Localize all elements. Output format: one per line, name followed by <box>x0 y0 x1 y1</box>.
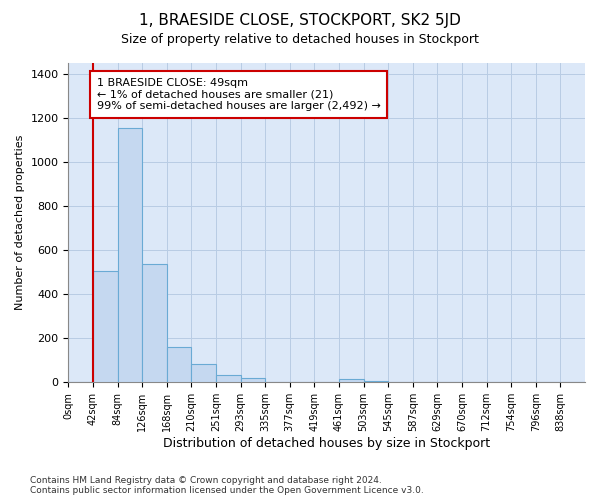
Bar <box>216 374 241 382</box>
Bar <box>142 264 167 382</box>
Text: 1 BRAESIDE CLOSE: 49sqm
← 1% of detached houses are smaller (21)
99% of semi-det: 1 BRAESIDE CLOSE: 49sqm ← 1% of detached… <box>97 78 380 111</box>
X-axis label: Distribution of detached houses by size in Stockport: Distribution of detached houses by size … <box>163 437 490 450</box>
Bar <box>339 379 364 382</box>
Bar <box>167 347 191 382</box>
Text: Size of property relative to detached houses in Stockport: Size of property relative to detached ho… <box>121 32 479 46</box>
Y-axis label: Number of detached properties: Number of detached properties <box>15 134 25 310</box>
Text: 1, BRAESIDE CLOSE, STOCKPORT, SK2 5JD: 1, BRAESIDE CLOSE, STOCKPORT, SK2 5JD <box>139 12 461 28</box>
Text: Contains HM Land Registry data © Crown copyright and database right 2024.
Contai: Contains HM Land Registry data © Crown c… <box>30 476 424 495</box>
Bar <box>241 378 265 382</box>
Bar <box>191 364 216 382</box>
Bar <box>118 128 142 382</box>
Bar <box>364 381 388 382</box>
Bar <box>93 271 118 382</box>
